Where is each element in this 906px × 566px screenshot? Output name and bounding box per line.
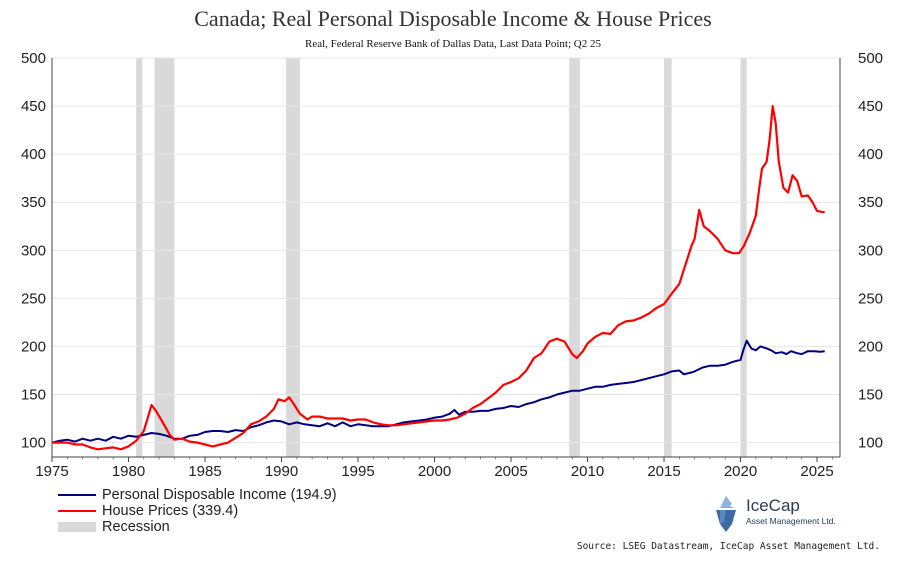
line-chart: 100 100 150 150 200 200 250 250 300 300 350 350 400 4… [21, 50, 883, 480]
x-tick-label-2005: 2005 [494, 463, 527, 480]
y-tick-left-250: 250 [21, 290, 46, 307]
y-tick-right-450: 450 [858, 98, 883, 115]
x-tick-label-2000: 2000 [418, 463, 451, 480]
chart-subtitle: Real, Federal Reserve Bank of Dallas Dat… [304, 38, 601, 50]
legend-label-house: House Prices (339.4) [102, 503, 239, 519]
legend-label-recession: Recession [102, 519, 170, 535]
recession-band-3 [569, 58, 580, 457]
x-tick-label-1975: 1975 [35, 463, 68, 480]
y-tick-right-150: 150 [858, 387, 883, 404]
y-tick-left-200: 200 [21, 338, 46, 355]
y-tick-left-150: 150 [21, 387, 46, 404]
legend-label-income: Personal Disposable Income (194.9) [102, 487, 337, 503]
recession-band-4 [664, 58, 672, 457]
x-tick-label-1995: 1995 [341, 463, 374, 480]
source-note: Source: LSEG Datastream, IceCap Asset Ma… [576, 541, 880, 552]
house-price-line [52, 105, 825, 451]
legend-swatch-recession [58, 522, 96, 532]
icecap-logo: IceCap Asset Management Ltd. [710, 494, 890, 534]
y-tick-left-400: 400 [21, 146, 46, 163]
x-tick-label-1990: 1990 [265, 463, 298, 480]
y-tick-left-300: 300 [21, 242, 46, 259]
y-tick-right-100: 100 [858, 435, 883, 452]
chart-title: Canada; Real Personal Disposable Income … [194, 6, 712, 31]
legend-swatch-house [58, 510, 96, 512]
x-tick-label-2020: 2020 [724, 463, 757, 480]
x-tick-label-1980: 1980 [112, 463, 145, 480]
y-tick-right-350: 350 [858, 194, 883, 211]
x-tick-label-2025: 2025 [800, 463, 833, 480]
legend-swatch-income [58, 494, 96, 496]
recession-band-0 [136, 58, 143, 457]
iceberg-icon [716, 496, 736, 532]
legend: Personal Disposable Income (194.9) House… [58, 487, 337, 535]
y-tick-right-250: 250 [858, 290, 883, 307]
y-tick-right-500: 500 [858, 50, 883, 67]
legend-item-recession: Recession [58, 519, 337, 535]
y-tick-left-450: 450 [21, 98, 46, 115]
logo-name: IceCap [746, 496, 800, 515]
y-tick-right-300: 300 [858, 242, 883, 259]
x-tick-label-2015: 2015 [647, 463, 680, 480]
income-line [51, 339, 825, 444]
recession-band-1 [154, 58, 175, 457]
y-tick-left-500: 500 [21, 50, 46, 67]
y-tick-left-100: 100 [21, 435, 46, 452]
legend-item-income: Personal Disposable Income (194.9) [58, 487, 337, 503]
y-tick-right-400: 400 [858, 146, 883, 163]
legend-item-house: House Prices (339.4) [58, 503, 337, 519]
y-tick-right-200: 200 [858, 338, 883, 355]
recession-band-5 [740, 58, 747, 457]
x-tick-label-1985: 1985 [188, 463, 221, 480]
recession-band-2 [286, 58, 300, 457]
x-tick-label-2010: 2010 [571, 463, 604, 480]
y-tick-left-350: 350 [21, 194, 46, 211]
logo-subtitle: Asset Management Ltd. [746, 516, 836, 526]
